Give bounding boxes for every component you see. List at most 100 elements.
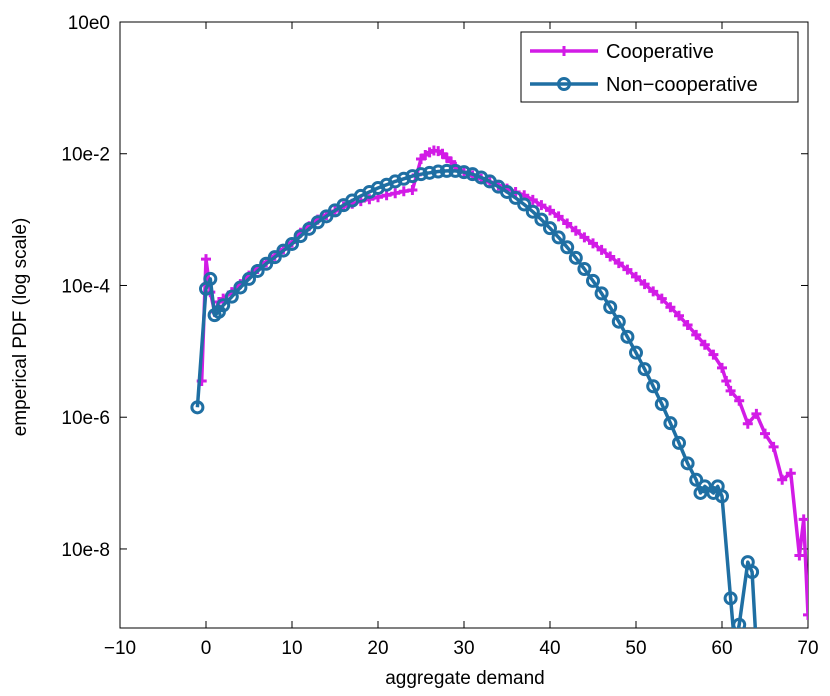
data-point	[568, 250, 583, 265]
data-point	[734, 395, 745, 406]
data-point	[699, 339, 710, 350]
data-point	[422, 165, 437, 180]
data-point	[603, 300, 618, 315]
data-point	[517, 197, 532, 212]
data-point	[680, 456, 695, 471]
data-point	[689, 472, 704, 487]
data-point	[545, 205, 555, 216]
data-point	[414, 167, 428, 182]
data-point	[715, 489, 729, 504]
x-tick-label: 40	[539, 638, 560, 659]
legend-label: Cooperative	[606, 41, 714, 63]
y-tick-label: 10e-6	[61, 408, 110, 429]
data-point	[751, 642, 762, 653]
data-point	[798, 514, 808, 525]
data-point	[388, 174, 403, 189]
data-point	[725, 385, 736, 396]
data-point	[721, 375, 732, 386]
x-axis-label: aggregate demand	[385, 668, 545, 689]
data-point	[224, 289, 239, 304]
data-point	[646, 379, 661, 394]
data-point	[742, 418, 753, 429]
data-point	[259, 256, 274, 271]
data-point	[682, 320, 693, 330]
data-point	[457, 165, 471, 180]
x-tick-label: 10	[281, 638, 302, 659]
data-point	[381, 190, 392, 201]
data-point	[620, 329, 635, 344]
data-point	[562, 218, 573, 229]
data-point	[233, 280, 248, 295]
y-tick-label: 10e-8	[61, 540, 110, 561]
plus-marker-icon	[559, 46, 569, 56]
data-point	[594, 286, 609, 301]
legend-box	[520, 31, 799, 103]
data-point	[586, 273, 600, 288]
x-ticks: −10 0 10 20 30 40 50 60 70	[104, 22, 819, 659]
data-point	[794, 550, 805, 561]
data-point	[431, 164, 446, 179]
data-point	[579, 232, 590, 243]
data-point	[723, 591, 738, 606]
data-point	[760, 428, 770, 439]
data-point	[276, 243, 291, 258]
data-point	[708, 349, 719, 360]
data-point	[570, 225, 581, 236]
data-point	[768, 441, 779, 452]
data-point	[242, 271, 256, 286]
y-tick-label: 10e-4	[61, 276, 110, 297]
data-point	[203, 271, 218, 286]
data-point	[777, 474, 788, 485]
axes-box	[119, 21, 809, 629]
data-point	[553, 211, 564, 222]
x-tick-label: 30	[453, 638, 474, 659]
x-tick-label: 50	[625, 638, 646, 659]
data-point	[396, 171, 411, 186]
series-non-cooperative	[190, 163, 762, 653]
data-point	[639, 279, 650, 290]
data-point	[302, 221, 317, 236]
data-point	[613, 258, 624, 269]
x-tick-label: 70	[797, 638, 818, 659]
data-point	[448, 163, 463, 178]
y-ticks: 10e0 10e-2 10e-4 10e-6 10e-8	[61, 13, 808, 561]
y-tick-label: 10e-2	[61, 145, 110, 166]
data-point	[560, 240, 575, 255]
data-point	[536, 200, 547, 211]
data-point	[407, 184, 418, 195]
series-layer	[190, 145, 808, 653]
data-point	[508, 190, 523, 205]
data-point	[637, 362, 652, 377]
data-point	[216, 298, 231, 313]
y-tick-label: 10e0	[68, 13, 110, 34]
data-point	[267, 250, 282, 265]
data-point	[285, 236, 299, 251]
data-point	[697, 479, 712, 494]
data-point	[534, 212, 549, 227]
data-point	[543, 221, 557, 236]
data-point	[596, 244, 607, 255]
data-point	[631, 271, 641, 282]
data-point	[663, 416, 678, 431]
data-point	[674, 310, 684, 321]
x-tick-label: 20	[367, 638, 388, 659]
data-point	[201, 254, 211, 265]
data-point	[629, 345, 643, 360]
data-point	[656, 293, 667, 304]
data-point	[446, 156, 457, 167]
data-point	[605, 251, 616, 262]
x-tick-label: 60	[711, 638, 732, 659]
legend: Cooperative Non−cooperative	[520, 31, 799, 103]
circle-marker-icon	[557, 77, 571, 91]
data-point	[622, 264, 633, 275]
data-point	[551, 230, 566, 245]
data-point	[745, 565, 760, 580]
data-point	[785, 468, 796, 479]
data-point	[665, 302, 676, 313]
y-axis-label: emperical PDF (log scale)	[10, 218, 31, 437]
data-point	[577, 262, 592, 277]
data-point	[390, 188, 401, 199]
data-point	[293, 229, 308, 244]
data-point	[654, 397, 669, 412]
legend-label: Non−cooperative	[606, 74, 758, 96]
